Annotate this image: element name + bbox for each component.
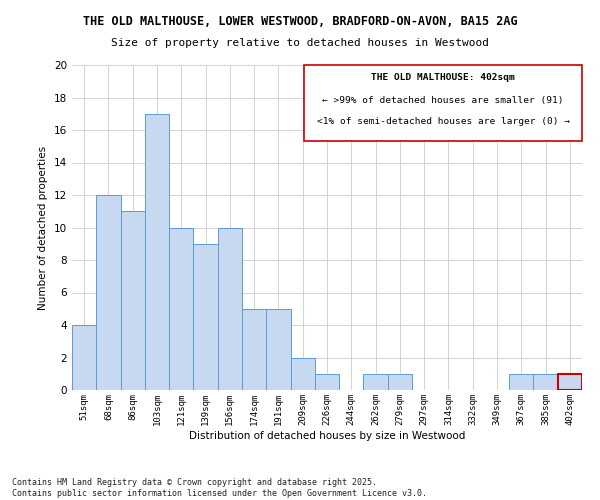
FancyBboxPatch shape <box>304 65 582 142</box>
Bar <box>96 195 121 390</box>
Text: THE OLD MALTHOUSE, LOWER WESTWOOD, BRADFORD-ON-AVON, BA15 2AG: THE OLD MALTHOUSE, LOWER WESTWOOD, BRADF… <box>83 15 517 28</box>
Text: THE OLD MALTHOUSE: 402sqm: THE OLD MALTHOUSE: 402sqm <box>371 73 515 82</box>
Bar <box>242 308 266 390</box>
Text: <1% of semi-detached houses are larger (0) →: <1% of semi-detached houses are larger (… <box>317 117 569 126</box>
Bar <box>558 374 582 390</box>
Bar <box>290 358 315 390</box>
Bar <box>218 228 242 390</box>
Bar <box>364 374 388 390</box>
Bar <box>509 374 533 390</box>
Y-axis label: Number of detached properties: Number of detached properties <box>38 146 49 310</box>
Bar <box>315 374 339 390</box>
X-axis label: Distribution of detached houses by size in Westwood: Distribution of detached houses by size … <box>189 430 465 440</box>
Bar <box>193 244 218 390</box>
Bar <box>266 308 290 390</box>
Bar <box>72 325 96 390</box>
Text: ← >99% of detached houses are smaller (91): ← >99% of detached houses are smaller (9… <box>322 96 564 105</box>
Bar <box>388 374 412 390</box>
Bar <box>145 114 169 390</box>
Text: Size of property relative to detached houses in Westwood: Size of property relative to detached ho… <box>111 38 489 48</box>
Bar <box>533 374 558 390</box>
Bar <box>169 228 193 390</box>
Text: Contains HM Land Registry data © Crown copyright and database right 2025.
Contai: Contains HM Land Registry data © Crown c… <box>12 478 427 498</box>
Bar <box>121 211 145 390</box>
